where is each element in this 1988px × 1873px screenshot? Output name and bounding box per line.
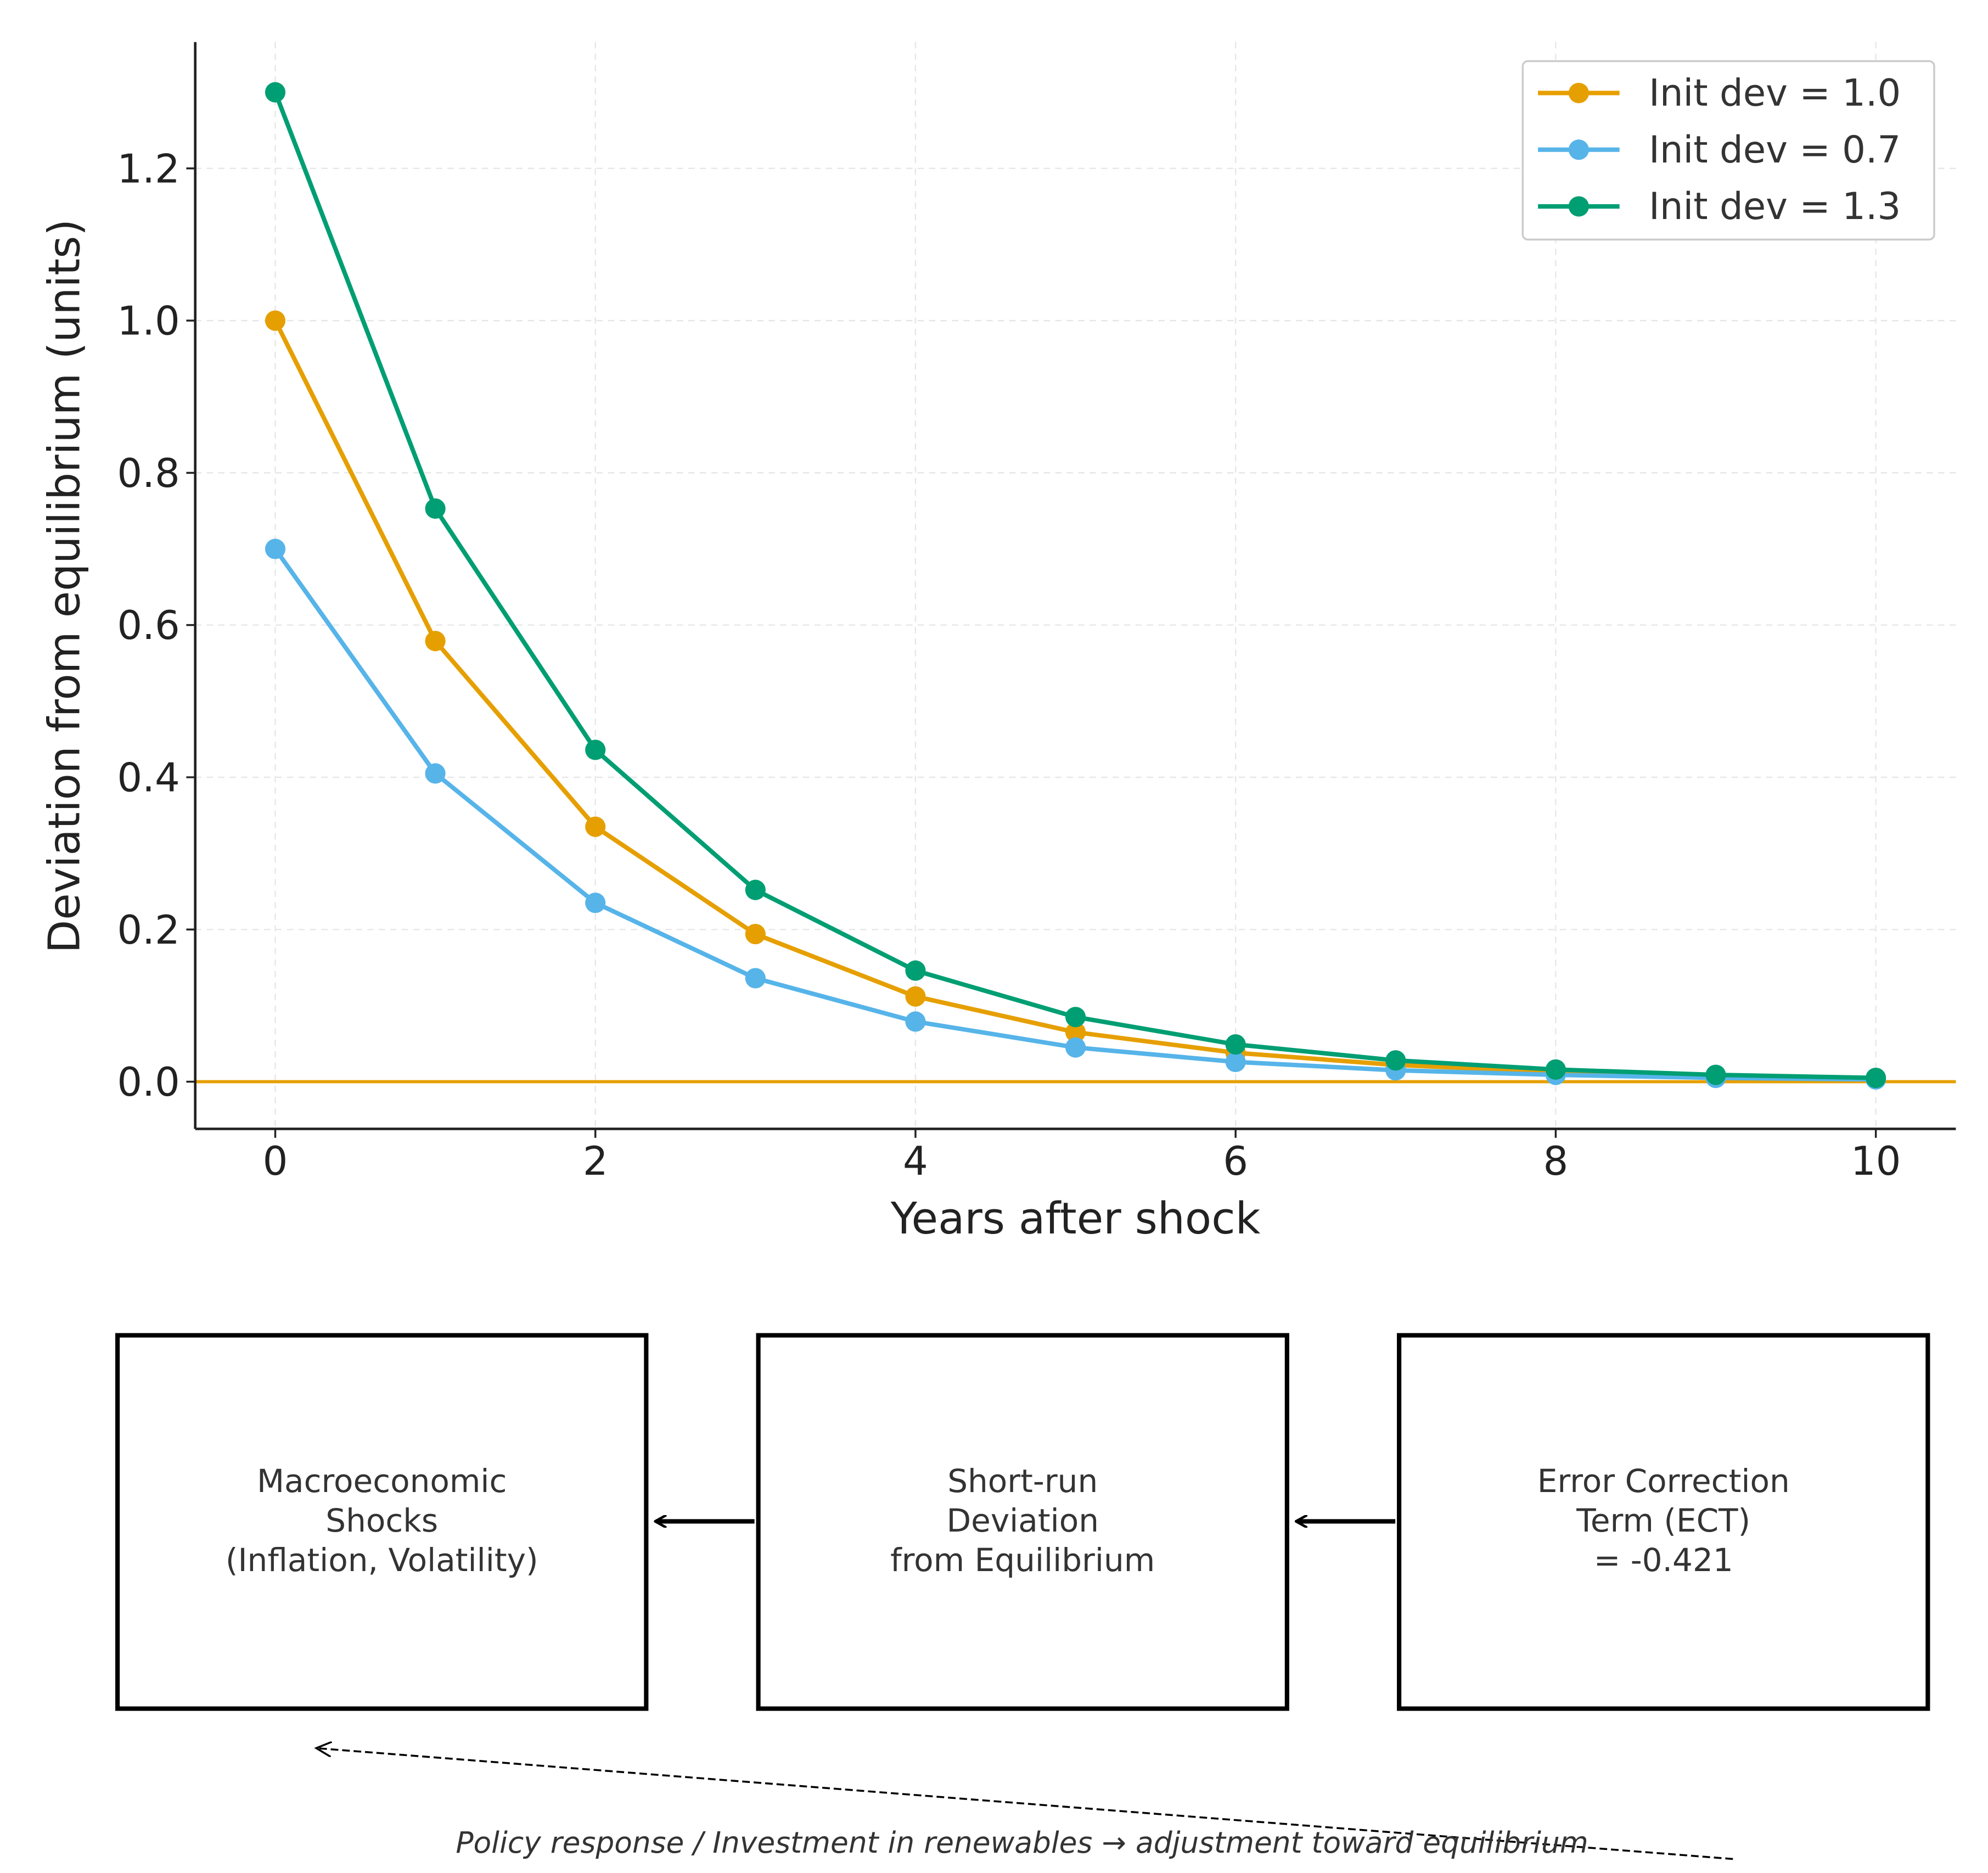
x-tick-label: 2 [583, 1138, 608, 1184]
box-text-line: Term (ECT) [1576, 1502, 1750, 1539]
box-text-line: Shocks [325, 1502, 438, 1539]
series-0 [265, 310, 1886, 1089]
legend-swatch-marker [1568, 139, 1589, 160]
x-axis-label: Years after shock [890, 1193, 1261, 1244]
data-point [1545, 1059, 1566, 1080]
legend: Init dev = 1.0 Init dev = 0.7 Init dev = 1… [1521, 60, 1935, 241]
series-2 [265, 82, 1886, 1089]
series-line [273, 319, 1876, 1081]
data-point [1866, 1068, 1886, 1089]
data-point [1065, 1022, 1086, 1042]
box-text-line: Error Correction [1537, 1462, 1790, 1500]
grid [195, 42, 1956, 1129]
legend-swatch-marker [1568, 82, 1589, 104]
y-tick-label: 0.8 [117, 450, 179, 496]
data-point [265, 310, 286, 331]
data-point [585, 739, 606, 760]
box-text-line: from Equilibrium [890, 1541, 1155, 1579]
box-text-line: (Inflation, Volatility) [226, 1541, 538, 1579]
dashed-feedback-arrow [316, 1748, 1733, 1860]
x-tick-label: 8 [1543, 1138, 1568, 1184]
data-point [745, 923, 766, 945]
data-point [585, 893, 606, 913]
legend-label: Init dev = 0.7 [1649, 128, 1901, 171]
x-tick-label: 4 [903, 1138, 928, 1184]
data-point [1065, 1007, 1086, 1028]
data-point [905, 960, 926, 981]
data-point [1065, 1037, 1086, 1058]
legend-swatch-marker [1568, 196, 1589, 217]
y-tick-label: 0.2 [117, 907, 179, 953]
data-point [1385, 1050, 1406, 1071]
ticks: 0 2 4 6 8 10 0.0 0.2 0.4 0.6 0.8 1.0 1.2 [117, 145, 1901, 1184]
x-tick-label: 10 [1851, 1138, 1901, 1184]
data-point [425, 763, 446, 784]
data-point [425, 498, 446, 519]
data-point [585, 816, 606, 837]
series-group [265, 82, 1886, 1090]
x-tick-label: 6 [1223, 1138, 1248, 1184]
box-text-line: Macroeconomic [257, 1462, 507, 1500]
data-point [1225, 1034, 1246, 1055]
data-point [1225, 1051, 1246, 1073]
data-point [745, 879, 766, 900]
data-point [1705, 1064, 1726, 1085]
box-text-line: Short-run [947, 1462, 1098, 1500]
data-point [265, 82, 286, 103]
y-tick-label: 0.0 [117, 1059, 179, 1105]
box-text-line: Deviation [946, 1502, 1099, 1539]
y-tick-label: 1.2 [117, 145, 179, 192]
feedback-caption: Policy response / Investment in renewabl… [456, 1825, 1588, 1860]
y-axis-label: Deviation from equilibrium (units) [39, 219, 89, 954]
legend-label: Init dev = 1.0 [1649, 72, 1901, 115]
data-point [745, 968, 766, 989]
y-tick-label: 0.4 [117, 754, 179, 800]
x-tick-label: 0 [263, 1138, 288, 1184]
y-tick-label: 0.6 [117, 602, 179, 648]
box-text-line: = -0.421 [1594, 1541, 1733, 1579]
data-point [905, 1011, 926, 1032]
y-tick-label: 1.0 [117, 298, 179, 344]
legend-label: Init dev = 1.3 [1649, 185, 1901, 228]
data-point [265, 539, 286, 559]
data-point [905, 986, 926, 1007]
data-point [425, 631, 446, 652]
